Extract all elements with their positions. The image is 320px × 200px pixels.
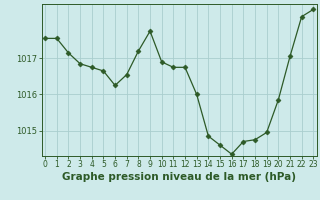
X-axis label: Graphe pression niveau de la mer (hPa): Graphe pression niveau de la mer (hPa) xyxy=(62,172,296,182)
